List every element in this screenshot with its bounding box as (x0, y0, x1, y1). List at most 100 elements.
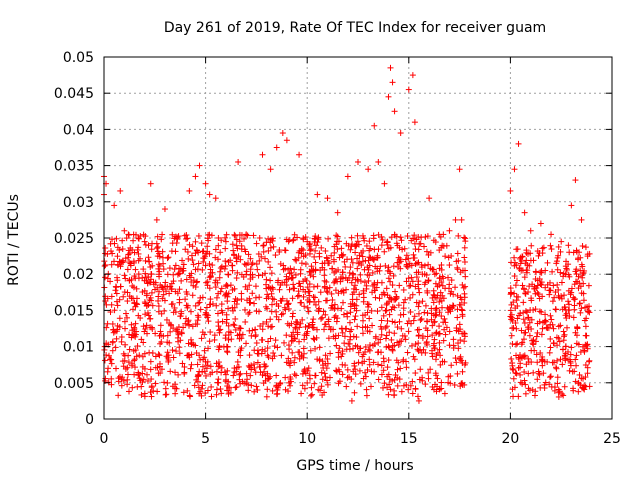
data-point-dense (520, 299, 527, 306)
data-point-dense (382, 335, 389, 342)
data-point-dense (418, 315, 425, 322)
data-point-dense (447, 380, 454, 387)
data-point-dense (439, 242, 446, 249)
data-point-dense (366, 328, 373, 335)
data-point-dense (144, 377, 151, 384)
data-point-dense (280, 310, 287, 317)
data-point-dense (433, 305, 440, 312)
data-point-dense (448, 362, 455, 369)
data-point-dense (208, 383, 215, 390)
data-point-dense (113, 365, 120, 372)
data-point-dense (577, 349, 584, 356)
data-point-dense (348, 279, 355, 286)
data-point-dense (551, 359, 558, 366)
data-point-dense (561, 304, 568, 311)
data-point-dense (217, 249, 224, 256)
data-point-dense (128, 321, 135, 328)
data-point-dense (410, 353, 417, 360)
data-point-dense (266, 284, 273, 291)
data-point-dense (287, 382, 294, 389)
data-point-dense (131, 371, 138, 378)
data-point-dense (363, 285, 370, 292)
data-point-dense (231, 231, 238, 238)
data-point-dense (175, 338, 182, 345)
data-point-dense (415, 332, 422, 339)
data-point-dense (221, 368, 228, 375)
data-point-dense (515, 364, 522, 371)
data-point-dense (188, 361, 195, 368)
data-point-dense (112, 344, 119, 351)
data-point-dense (301, 385, 308, 392)
data-point-dense (387, 386, 394, 393)
data-point-dense (230, 321, 237, 328)
data-point-dense (333, 342, 340, 349)
data-point-dense (116, 258, 123, 265)
data-point-dense (509, 362, 516, 369)
data-point-dense (184, 248, 191, 255)
data-point-dense (556, 338, 563, 345)
data-point-dense (145, 254, 152, 261)
data-point-dense (311, 253, 318, 260)
data-point-dense (371, 287, 378, 294)
data-point-dense (189, 292, 196, 299)
data-point (511, 166, 518, 173)
data-point-dense (448, 252, 455, 259)
data-point-dense (438, 379, 445, 386)
data-point-dense (407, 382, 414, 389)
data-point-dense (222, 371, 229, 378)
data-point-dense (352, 313, 359, 320)
data-point-dense (357, 380, 364, 387)
data-point-dense (517, 310, 524, 317)
data-point-dense (336, 254, 343, 261)
data-point-dense (563, 266, 570, 273)
data-point-dense (164, 332, 171, 339)
data-point-dense (282, 247, 289, 254)
data-point-dense (164, 271, 171, 278)
data-point-dense (299, 316, 306, 323)
data-point-dense (302, 261, 309, 268)
data-point-dense (297, 283, 304, 290)
data-point-dense (216, 327, 223, 334)
data-point-dense (340, 299, 347, 306)
data-point-dense (582, 244, 589, 251)
data-point-dense (360, 247, 367, 254)
data-point-dense (572, 356, 579, 363)
data-point-dense (542, 317, 549, 324)
data-point-dense (135, 312, 142, 319)
data-point-dense (225, 390, 232, 397)
data-point-dense (120, 293, 127, 300)
data-point-dense (418, 349, 425, 356)
data-point-dense (542, 311, 549, 318)
data-point-dense (355, 349, 362, 356)
data-point-dense (416, 289, 423, 296)
data-point-dense (569, 368, 576, 375)
data-point-dense (278, 352, 285, 359)
data-point-dense (512, 341, 519, 348)
data-point-dense (114, 253, 121, 260)
data-point-dense (325, 235, 332, 242)
data-point-dense (400, 286, 407, 293)
data-point-dense (335, 238, 342, 245)
data-point-dense (164, 379, 171, 386)
data-point-dense (521, 377, 528, 384)
data-point-dense (312, 345, 319, 352)
data-point-dense (158, 310, 165, 317)
x-tick-labels: 0 5 10 15 20 25 (100, 431, 621, 447)
data-point-dense (324, 360, 331, 367)
data-point-dense (575, 380, 582, 387)
data-point (117, 187, 124, 194)
data-point-dense (397, 265, 404, 272)
data-point-dense (310, 294, 317, 301)
data-point (452, 216, 459, 223)
data-point (105, 365, 112, 372)
data-point-dense (461, 290, 468, 297)
data-point-dense (246, 309, 253, 316)
data-point-dense (436, 298, 443, 305)
data-point-dense (131, 364, 138, 371)
data-point-dense (157, 322, 164, 329)
data-point-dense (421, 262, 428, 269)
data-point-dense (240, 235, 247, 242)
data-point-dense (568, 344, 575, 351)
data-point-dense (258, 253, 265, 260)
data-point-dense (563, 265, 570, 272)
